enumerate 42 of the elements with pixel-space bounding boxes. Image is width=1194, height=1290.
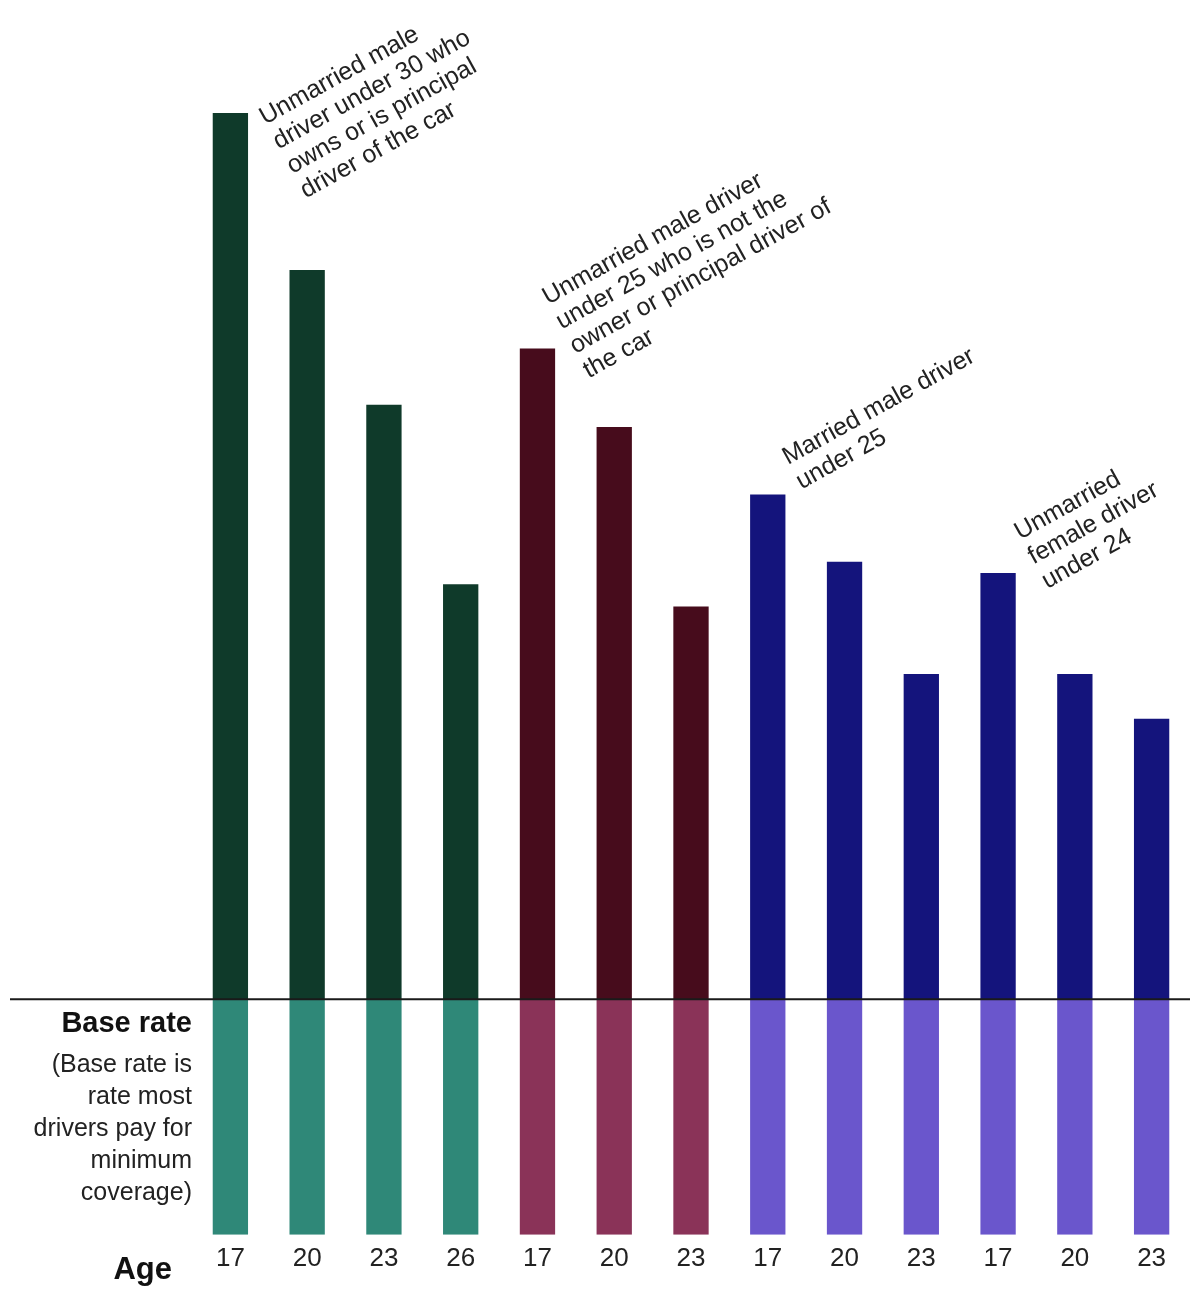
bar — [1133, 718, 1170, 1000]
bar — [1057, 673, 1093, 1000]
x-tick-label: 20 — [292, 1241, 322, 1272]
bar — [1057, 999, 1093, 1235]
bar — [826, 561, 863, 1000]
ref-line-label: Base rate — [61, 1005, 192, 1038]
bar — [980, 572, 1016, 1000]
bar — [212, 999, 249, 1235]
x-tick-label: 20 — [1060, 1241, 1090, 1272]
bar — [826, 999, 863, 1235]
bar — [673, 999, 709, 1235]
x-tick-label: 20 — [599, 1241, 629, 1272]
x-tick-label: 26 — [446, 1241, 476, 1272]
x-tick-label: 17 — [753, 1241, 783, 1272]
x-tick-label: 17 — [523, 1241, 552, 1272]
x-axis-title: Age — [113, 1250, 172, 1286]
bar — [366, 999, 402, 1235]
x-tick-label: 17 — [983, 1241, 1013, 1272]
bar — [903, 673, 939, 1000]
bar — [750, 494, 786, 1000]
bar — [673, 606, 709, 1000]
bar — [980, 999, 1016, 1235]
bar — [443, 584, 479, 1000]
x-tick-label: 23 — [369, 1241, 399, 1272]
bar — [750, 999, 786, 1235]
bar — [1133, 999, 1170, 1235]
bar — [596, 999, 632, 1235]
bar — [519, 999, 556, 1235]
x-tick-label: 20 — [830, 1241, 859, 1272]
annotation: (Base rate is rate most drivers pay for minimum coverage) — [33, 1049, 193, 1205]
bar — [443, 999, 479, 1235]
bar — [903, 999, 939, 1235]
bar — [366, 404, 402, 1000]
x-tick-label: 23 — [676, 1241, 706, 1272]
x-tick-label: 23 — [906, 1241, 936, 1272]
bar — [519, 348, 556, 1000]
bar — [289, 270, 325, 1000]
bar — [289, 999, 325, 1235]
bar — [212, 113, 249, 1000]
x-tick-label: 17 — [215, 1241, 245, 1272]
x-tick-label: 23 — [1137, 1241, 1167, 1272]
bar — [596, 427, 632, 1000]
